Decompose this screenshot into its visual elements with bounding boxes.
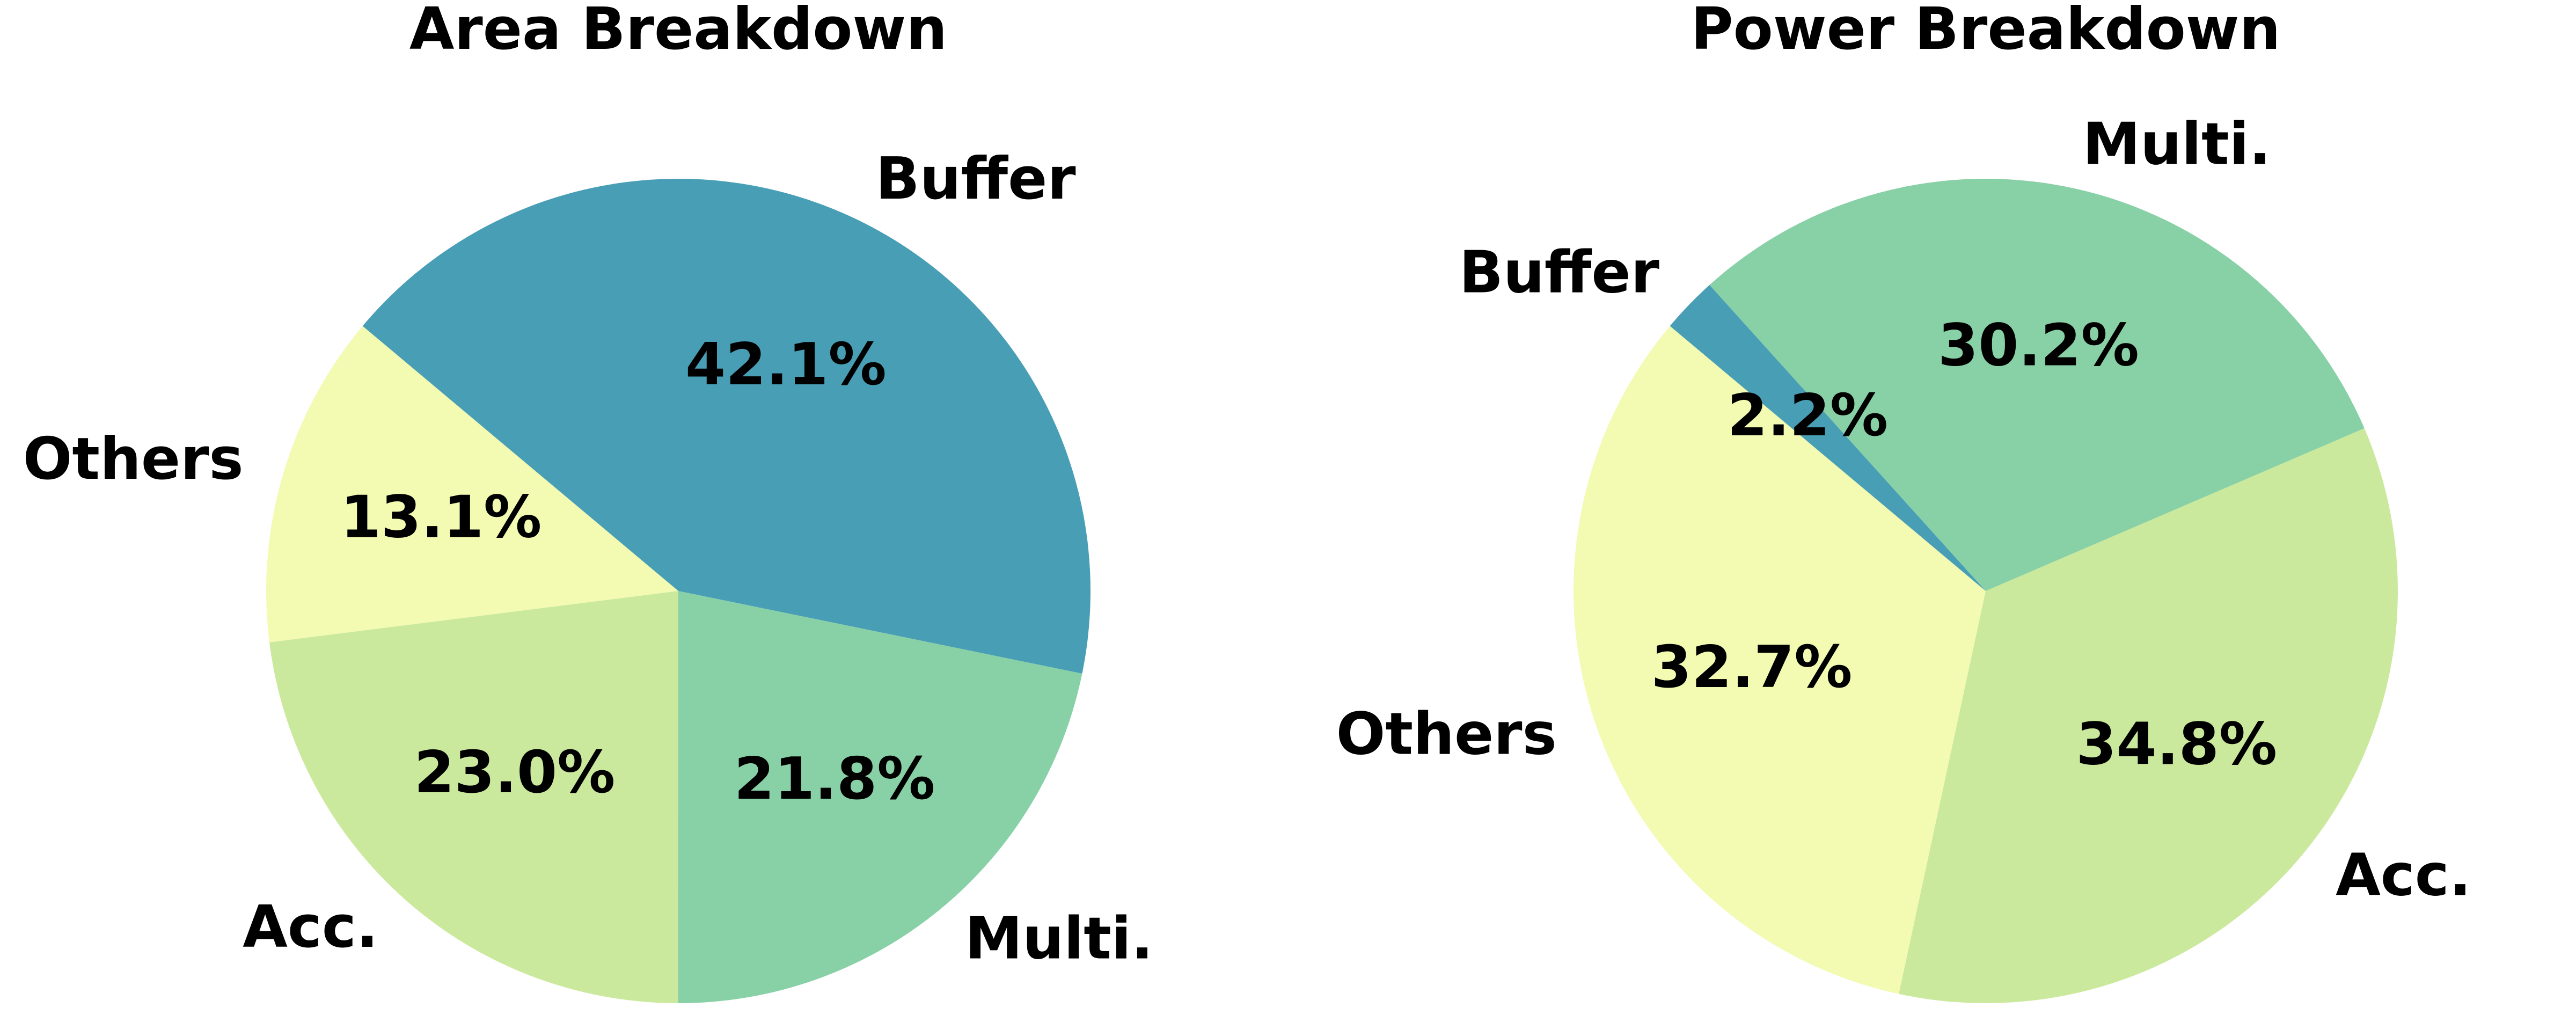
power-pct-label-buffer: 2.2% <box>1728 382 1889 449</box>
power-slice-label-buffer: Buffer <box>1459 239 1659 306</box>
area-labels: Others 13.1% Acc. 23.0% Multi. 21.8% Buffer 42.… <box>23 145 1153 972</box>
area-chart-title: Area Breakdown <box>409 0 947 63</box>
area-pct-label-multi: 21.8% <box>734 746 935 813</box>
power-slice-label-others: Others <box>1336 701 1557 768</box>
area-slice-label-others: Others <box>23 426 244 493</box>
area-slice-multi <box>678 591 1082 1004</box>
area-slice-others <box>266 326 678 642</box>
area-slice-buffer <box>362 179 1091 674</box>
power-slices <box>1574 178 2398 1003</box>
area-slice-label-acc: Acc. <box>243 894 378 961</box>
power-chart-title: Power Breakdown <box>1691 0 2281 63</box>
power-slice-buffer <box>1670 284 1986 591</box>
power-pct-label-multi: 30.2% <box>1938 312 2139 379</box>
area-pct-label-others: 13.1% <box>341 484 542 551</box>
power-slice-others <box>1574 326 1986 994</box>
area-pct-label-buffer: 42.1% <box>685 331 887 398</box>
area-slice-label-buffer: Buffer <box>875 145 1075 213</box>
area-slice-acc <box>269 591 678 1003</box>
power-labels: Others 32.7% Acc. 34.8% Multi. 30.2% Buffer 2.2… <box>1336 111 2471 909</box>
power-slice-acc <box>1899 428 2398 1003</box>
area-slice-label-multi: Multi. <box>965 905 1153 972</box>
power-slice-multi <box>1709 178 2365 592</box>
power-slice-label-multi: Multi. <box>2083 111 2271 178</box>
power-pct-label-others: 32.7% <box>1651 634 1853 701</box>
area-pct-label-acc: 23.0% <box>414 739 616 806</box>
area-breakdown-pie: Area Breakdown Others 13.1% Acc. 23.0% Multi… <box>23 0 1153 1004</box>
power-breakdown-pie: Power Breakdown Others 32.7% Acc. 34.8% Mult… <box>1336 0 2471 1003</box>
power-pct-label-acc: 34.8% <box>2076 711 2277 778</box>
area-slices <box>266 179 1091 1004</box>
power-slice-label-acc: Acc. <box>2336 842 2471 909</box>
